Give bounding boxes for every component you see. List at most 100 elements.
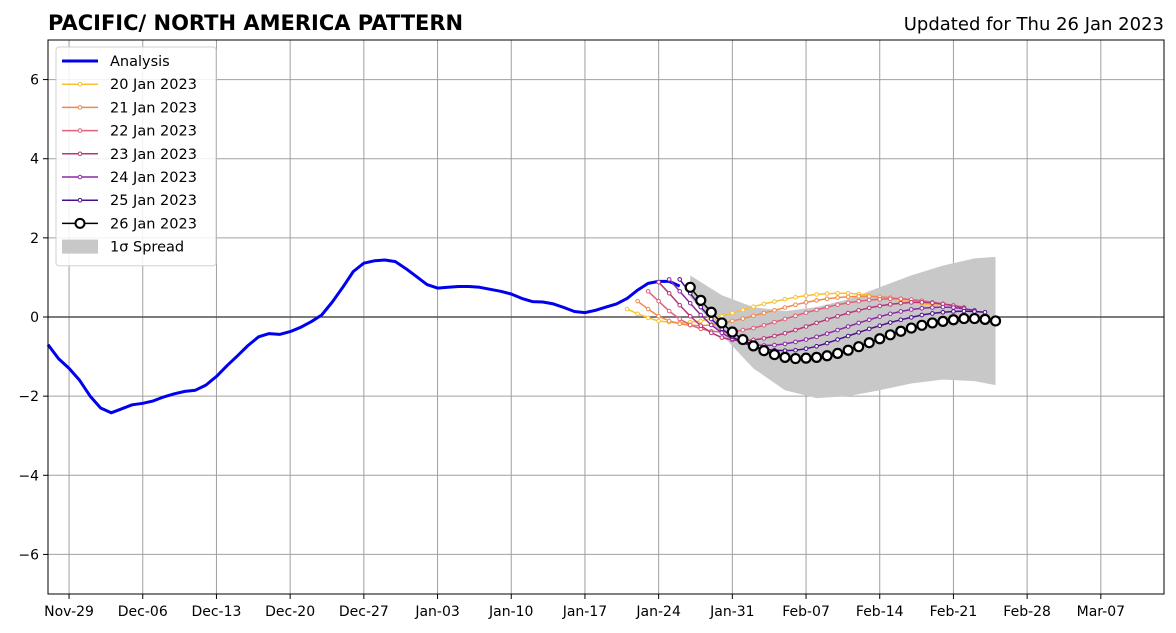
legend-swatch — [62, 239, 98, 254]
data-point — [821, 350, 833, 362]
spread-band — [690, 256, 996, 399]
data-point — [853, 341, 865, 353]
legend-label: 25 Jan 2023 — [110, 193, 197, 209]
data-point — [835, 327, 840, 333]
data-point — [919, 305, 925, 311]
data-point — [926, 317, 938, 329]
data-point — [930, 300, 935, 306]
legend-item: 24 Jan 2023 — [62, 170, 197, 186]
data-point — [877, 323, 883, 329]
data-point — [779, 351, 791, 363]
legend-item: Analysis — [62, 54, 170, 70]
data-point — [793, 313, 798, 319]
data-point — [677, 288, 682, 294]
data-point — [666, 290, 672, 296]
data-point — [803, 293, 809, 298]
data-point — [874, 333, 886, 345]
updated-label: Updated for Thu 26 Jan 2023 — [904, 14, 1164, 35]
data-point — [803, 300, 809, 305]
data-point — [716, 317, 728, 329]
x-tick-label: Feb-21 — [930, 604, 978, 620]
data-point — [695, 294, 707, 306]
data-point — [761, 301, 767, 307]
data-point — [698, 312, 704, 318]
data-point — [666, 318, 672, 324]
x-tick-label: Jan-03 — [414, 604, 459, 620]
data-point — [708, 330, 714, 336]
legend-item: 20 Jan 2023 — [62, 77, 197, 93]
data-point — [730, 318, 735, 324]
data-point — [793, 339, 798, 345]
data-point — [824, 331, 830, 336]
data-point — [824, 304, 830, 310]
data-point — [814, 307, 819, 313]
y-tick-label: 0 — [30, 310, 39, 326]
x-tick-label: Feb-28 — [1003, 604, 1051, 620]
data-point — [866, 305, 872, 311]
data-point — [803, 310, 809, 315]
data-point — [758, 345, 770, 357]
data-point — [814, 343, 819, 349]
data-point — [824, 296, 830, 302]
data-point — [866, 294, 872, 299]
data-point — [909, 300, 914, 305]
data-point — [845, 310, 851, 316]
legend-marker — [74, 217, 86, 229]
data-point — [645, 288, 651, 294]
data-point — [898, 300, 904, 306]
data-point — [687, 322, 693, 328]
data-point — [698, 323, 704, 329]
data-point — [845, 324, 851, 329]
x-tick-label: Dec-06 — [118, 604, 168, 620]
x-tick-label: Jan-31 — [709, 604, 754, 620]
legend-item: 25 Jan 2023 — [62, 193, 197, 209]
data-point — [730, 310, 735, 316]
data-point — [930, 311, 935, 316]
data-point — [961, 308, 967, 314]
data-point — [740, 327, 746, 333]
data-point — [772, 342, 777, 348]
data-point — [845, 290, 851, 296]
data-point — [656, 298, 661, 304]
data-point — [810, 351, 823, 363]
data-point — [803, 337, 809, 342]
data-point — [845, 294, 851, 300]
data-point — [842, 344, 854, 356]
data-point — [835, 290, 840, 296]
data-point — [898, 309, 904, 314]
legend-marker — [77, 174, 83, 180]
legend-label: 22 Jan 2023 — [110, 124, 197, 140]
axis-ticks: Nov-29 Dec-06 Dec-13 Dec-20 Dec-27 Jan-03 Jan-… — [18, 73, 1125, 620]
y-tick-label: −2 — [18, 389, 39, 405]
data-point — [877, 303, 883, 309]
data-point — [708, 322, 714, 328]
data-point — [866, 326, 872, 332]
data-point — [856, 298, 861, 304]
data-point — [772, 319, 777, 325]
data-point — [656, 313, 661, 319]
data-point — [761, 323, 767, 328]
y-tick-label: −6 — [18, 547, 39, 563]
legend-label: 23 Jan 2023 — [110, 147, 197, 163]
x-tick-label: Dec-27 — [339, 604, 389, 620]
data-point — [824, 291, 830, 296]
data-point — [951, 305, 956, 310]
data-point — [782, 305, 788, 310]
data-point — [751, 304, 756, 310]
data-point — [740, 316, 746, 321]
series-26-jan-2023 — [684, 281, 1002, 365]
data-point — [919, 312, 925, 318]
data-point — [782, 296, 788, 302]
y-tick-label: −4 — [18, 468, 39, 484]
series-analysis — [46, 258, 681, 415]
data-point — [824, 340, 830, 346]
legend-label: 24 Jan 2023 — [110, 170, 197, 186]
data-point — [677, 277, 682, 282]
data-point — [884, 329, 896, 341]
legend-label: Analysis — [110, 54, 170, 70]
data-point — [726, 326, 738, 338]
data-point — [635, 311, 640, 317]
data-point — [635, 298, 640, 304]
data-point — [898, 296, 904, 302]
data-point — [789, 352, 802, 365]
